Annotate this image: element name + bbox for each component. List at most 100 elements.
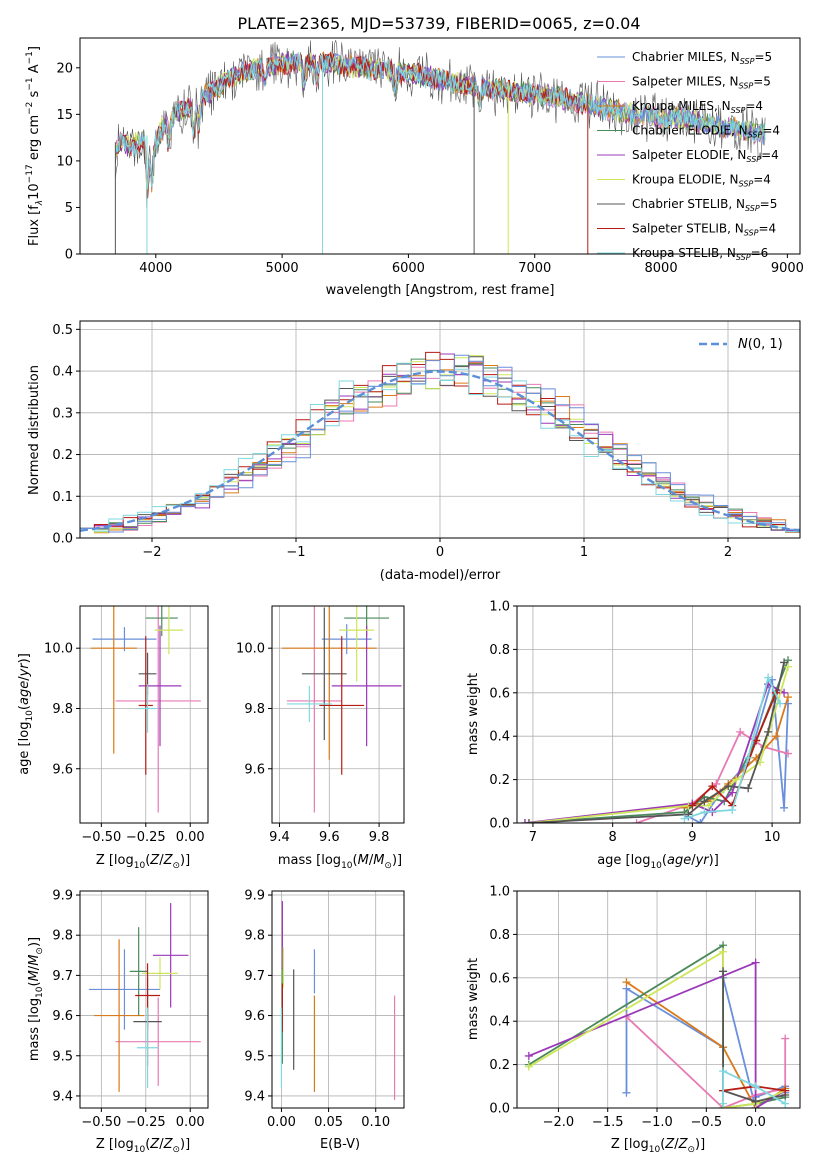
label-part: M bbox=[27, 970, 42, 981]
label-part: )] bbox=[27, 937, 42, 947]
errorbar-point bbox=[115, 997, 201, 1086]
x-tick-label: 0.10 bbox=[361, 1115, 390, 1130]
label-part: )] bbox=[695, 1137, 705, 1152]
weight-marker bbox=[781, 1034, 790, 1043]
weight-marker bbox=[772, 732, 781, 741]
y-tick-label: 5 bbox=[65, 201, 73, 216]
y-tick-label: 0.8 bbox=[489, 928, 510, 943]
label-part: Kroupa ELODIE, N bbox=[632, 173, 739, 187]
panel-spectrum: 4000 5000 6000 7000 8000 9000 0 5 10 15 20 waveleng… bbox=[25, 37, 804, 298]
weight-marker bbox=[700, 808, 709, 817]
label-part: ⊙ bbox=[687, 1145, 695, 1155]
label-part: Kroupa STELIB, N bbox=[632, 246, 736, 260]
axis-label: age [log10(age/yr)] bbox=[17, 653, 35, 775]
x-axis-label: (data-model)/error bbox=[380, 568, 501, 583]
y-tick-label: 20 bbox=[56, 61, 73, 76]
spectrum-line bbox=[114, 52, 766, 195]
label-part: Z bbox=[163, 853, 174, 868]
label-part: 10 bbox=[27, 183, 42, 200]
errorbar-point bbox=[339, 606, 375, 682]
label-part: M bbox=[358, 853, 369, 868]
label-part: )] bbox=[17, 653, 32, 663]
errorbar-point bbox=[115, 606, 201, 813]
label-part: =6 bbox=[751, 246, 769, 260]
label-part: 10 bbox=[649, 1145, 661, 1155]
weight-marker bbox=[524, 1062, 533, 1071]
label-part: )] bbox=[392, 853, 402, 868]
plot-area bbox=[90, 606, 201, 813]
weight-marker bbox=[780, 658, 789, 667]
y-tick-label: 0.0 bbox=[489, 1102, 510, 1117]
label-part: λ bbox=[35, 200, 45, 206]
weight-marker bbox=[719, 1099, 728, 1108]
label-part: 10 bbox=[134, 861, 146, 871]
x-tick-label: −0.25 bbox=[126, 830, 166, 845]
axes: −2.0 −1.5 −1.0 −0.5 0.0 0.0 0.2 0.4 0.6 0.8 1.0 Z [… bbox=[466, 885, 766, 1156]
label-part: ⊙ bbox=[35, 947, 45, 955]
legend-label: Kroupa MILES, NSSP=4 bbox=[632, 99, 763, 115]
label-part: 10 bbox=[35, 986, 45, 998]
label-part: 10 bbox=[134, 1145, 146, 1155]
x-tick-label: 8000 bbox=[645, 261, 678, 276]
plot-area bbox=[520, 656, 793, 823]
x-tick-label: 8 bbox=[609, 830, 617, 845]
weight-marker bbox=[780, 688, 789, 697]
errorbar-point bbox=[145, 606, 178, 637]
y-tick-label: 0.2 bbox=[489, 1058, 510, 1073]
label-part: 10 bbox=[25, 710, 35, 722]
plot-area bbox=[280, 901, 396, 1100]
label-part: Salpeter STELIB, N bbox=[632, 222, 744, 236]
errorbar-point bbox=[90, 606, 137, 754]
weight-marker bbox=[751, 958, 760, 967]
label-part: ⊙ bbox=[384, 861, 392, 871]
axes: −2 −1 0 1 2 0.0 0.1 0.2 0.3 0.4 0.5 (data-model)/er… bbox=[27, 323, 732, 583]
x-tick-label: 9.4 bbox=[269, 830, 290, 845]
label-part: )] bbox=[180, 853, 190, 868]
label-part: yr bbox=[17, 662, 32, 678]
axes-frame bbox=[271, 890, 405, 1109]
weight-marker bbox=[764, 673, 773, 682]
weight-series bbox=[688, 688, 781, 810]
label-part: Flux [f bbox=[27, 205, 42, 246]
axes-frame bbox=[516, 605, 801, 824]
weight-line bbox=[684, 676, 781, 820]
y-tick-label: 10.0 bbox=[236, 642, 265, 657]
label-part: ( bbox=[145, 1137, 150, 1152]
x-tick-label: −1 bbox=[286, 545, 305, 560]
label-part: age [log bbox=[597, 853, 650, 868]
histogram-series bbox=[80, 354, 800, 533]
weight-marker bbox=[784, 662, 793, 671]
panel-residuals: −2 −1 0 1 2 0.0 0.1 0.2 0.3 0.4 0.5 (data-model)/er… bbox=[27, 320, 801, 583]
y-tick-label: 9.5 bbox=[52, 1049, 73, 1064]
label-part: / bbox=[691, 853, 696, 868]
y-tick-label: 9.8 bbox=[244, 929, 265, 944]
axis-label: Z [log10(Z/Z⊙)] bbox=[96, 853, 190, 871]
label-part: ( bbox=[17, 705, 32, 710]
weight-marker bbox=[632, 819, 641, 823]
panel-mass-EBV: 0.00 0.05 0.10 9.4 9.5 9.6 9.7 9.8 9.9 E(B-V) bbox=[244, 889, 405, 1152]
y-tick-label: 9.5 bbox=[244, 1049, 265, 1064]
x-tick-label: 1 bbox=[580, 545, 588, 560]
y-tick-label: 0.6 bbox=[489, 686, 510, 701]
label-part: erg cm bbox=[27, 115, 42, 164]
gaussian-curve bbox=[80, 370, 800, 532]
label-part: Z bbox=[149, 853, 160, 868]
y-tick-label: 10.0 bbox=[44, 642, 73, 657]
y-tick-label: 0.4 bbox=[489, 1015, 510, 1030]
plot-area bbox=[114, 40, 766, 254]
label-part: Kroupa MILES, N bbox=[632, 99, 731, 113]
y-tick-label: 9.8 bbox=[52, 702, 73, 717]
y-tick-label: 9.9 bbox=[52, 889, 73, 904]
weight-marker bbox=[744, 784, 753, 793]
weight-marker bbox=[728, 788, 737, 797]
weight-marker bbox=[724, 782, 733, 791]
weight-marker bbox=[728, 805, 737, 814]
axis-label: mass [log10(M/M⊙)] bbox=[278, 853, 402, 871]
weight-marker bbox=[622, 1088, 631, 1097]
label-part: =4 bbox=[761, 148, 779, 162]
y-tick-label: 0.0 bbox=[52, 532, 73, 547]
x-tick-label: 0.05 bbox=[314, 1115, 343, 1130]
label-part: SSP bbox=[731, 106, 746, 115]
